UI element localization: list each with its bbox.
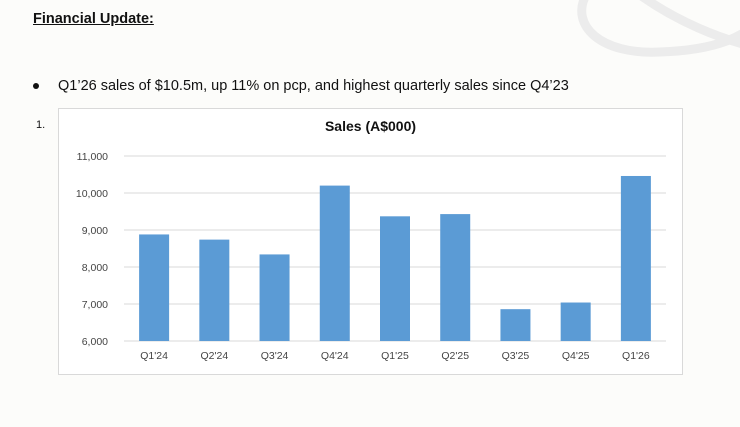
bar (560, 302, 591, 341)
x-tick-label: Q4'24 (321, 350, 349, 362)
chart-title: Sales (A$000) (324, 118, 417, 134)
bar (440, 214, 471, 341)
y-tick-label: 9,000 (82, 225, 108, 237)
section-heading: Financial Update: (33, 11, 154, 27)
x-tick-label: Q1'24 (140, 350, 168, 362)
x-tick-label: Q4'25 (562, 350, 590, 362)
x-tick-label: Q2'24 (200, 350, 228, 362)
y-tick-label: 11,000 (77, 151, 108, 163)
chart-plot: 6,000 7,000 8,000 9,000 10,000 11,000 Q1'24 Q2'… (76, 151, 666, 362)
bar (199, 239, 230, 341)
bullet-text: Q1’26 sales of $10.5m, up 11% on pcp, an… (58, 78, 569, 94)
x-tick-label: Q2'25 (441, 350, 469, 362)
bar (259, 254, 290, 341)
bar (500, 309, 531, 341)
x-tick-label: Q3'25 (502, 350, 530, 362)
bullet-list-item: Q1’26 sales of $10.5m, up 11% on pcp, an… (33, 78, 569, 94)
bullet-icon (33, 83, 39, 89)
x-tick-label: Q1'25 (381, 350, 409, 362)
x-tick-label: Q3'24 (261, 350, 289, 362)
y-tick-label: 6,000 (82, 336, 108, 348)
x-tick-label: Q1'26 (622, 350, 650, 362)
list-number: 1. (36, 119, 46, 131)
sales-chart: Sales (A$000) 6,000 7,000 8,000 9,000 10,000… (58, 108, 683, 375)
y-tick-label: 7,000 (82, 299, 108, 311)
bar (380, 216, 410, 341)
y-tick-label: 8,000 (82, 262, 108, 274)
bar (139, 234, 170, 341)
y-tick-label: 10,000 (76, 188, 108, 200)
bar (620, 175, 651, 341)
bar (319, 185, 350, 341)
